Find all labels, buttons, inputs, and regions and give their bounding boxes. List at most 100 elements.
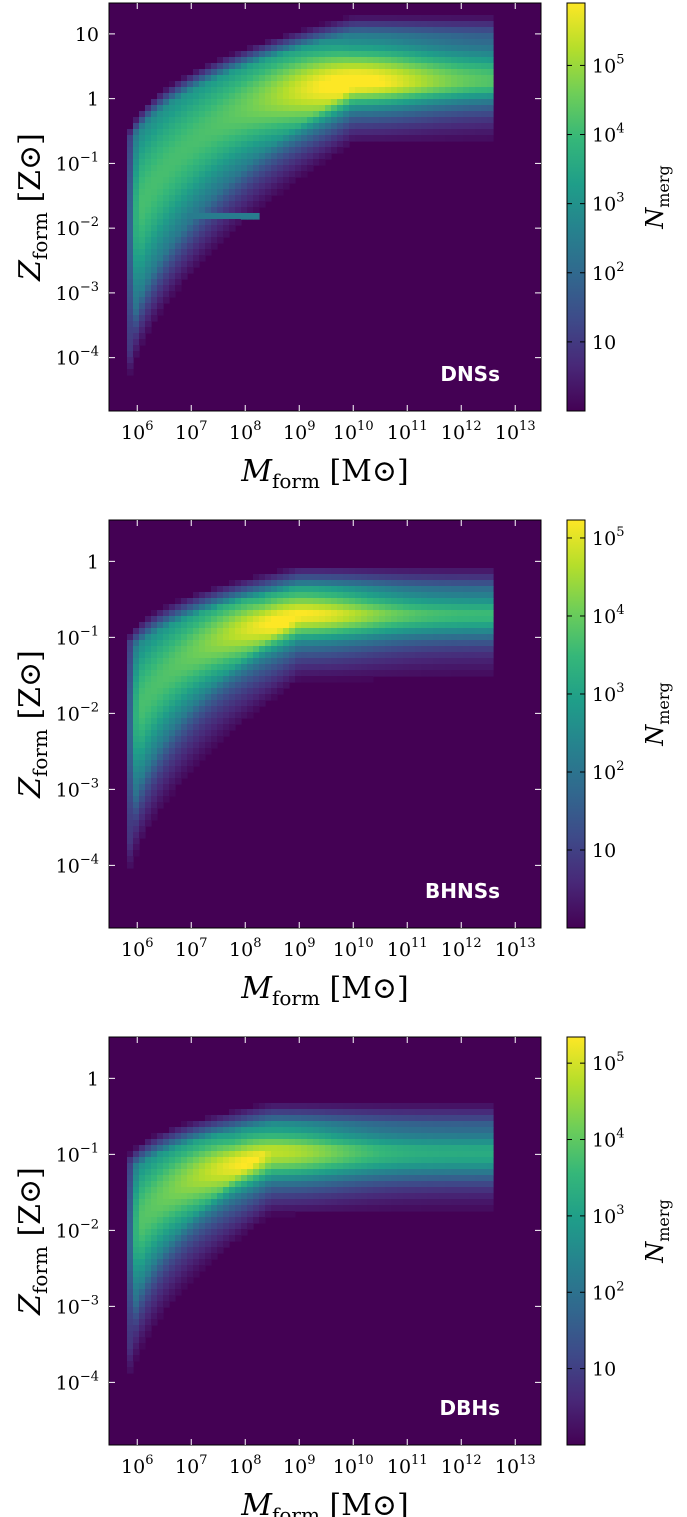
heatmap-cell [151, 1199, 158, 1206]
heatmap-cell [391, 39, 398, 46]
heatmap-cell [487, 1175, 494, 1182]
heatmap-cell [271, 75, 278, 82]
heatmap-cell [385, 1121, 392, 1128]
heatmap-cell [427, 568, 434, 575]
heatmap-cell [397, 640, 404, 647]
heatmap-cell [349, 610, 356, 617]
heatmap-cell [445, 580, 452, 587]
heatmap-cell [427, 99, 434, 106]
heatmap-cell [193, 760, 200, 767]
heatmap-cell [211, 69, 218, 76]
heatmap-cell [289, 177, 296, 184]
heatmap-cell [403, 1115, 410, 1122]
heatmap-cell [283, 652, 290, 659]
heatmap-cell [181, 189, 188, 196]
heatmap-cell [229, 616, 236, 623]
heatmap-cell [307, 658, 314, 665]
heatmap-cell [457, 135, 464, 142]
heatmap-cell [199, 742, 206, 749]
heatmap-cell [205, 1181, 212, 1188]
heatmap-cell [451, 1157, 458, 1164]
heatmap-cell [289, 670, 296, 677]
heatmap-cell [253, 195, 260, 202]
heatmap-cell [445, 586, 452, 593]
heatmap-cell [217, 237, 224, 244]
heatmap-cell [301, 159, 308, 166]
heatmap-cell [397, 634, 404, 641]
heatmap-cell [259, 1175, 266, 1182]
heatmap-cell [421, 117, 428, 124]
heatmap-cell [289, 1139, 296, 1146]
heatmap-cell [205, 147, 212, 154]
heatmap-cell [145, 1157, 152, 1164]
heatmap-cell [211, 640, 218, 647]
heatmap-cell [385, 1151, 392, 1158]
heatmap-cell [487, 39, 494, 46]
heatmap-cell [397, 105, 404, 112]
heatmap-cell [367, 646, 374, 653]
heatmap-cell [217, 622, 224, 629]
heatmap-cell [319, 634, 326, 641]
heatmap-cell [295, 592, 302, 599]
heatmap-cell [139, 1211, 146, 1218]
heatmap-cell [139, 279, 146, 286]
heatmap-cell [427, 1187, 434, 1194]
heatmap-cell [313, 1175, 320, 1182]
heatmap-cell [127, 730, 134, 737]
heatmap-cell [343, 1139, 350, 1146]
heatmap-cell [481, 1193, 488, 1200]
heatmap-cell [325, 616, 332, 623]
heatmap-cell [385, 135, 392, 142]
heatmap-cell [175, 177, 182, 184]
heatmap-cell [361, 1193, 368, 1200]
heatmap-cell [241, 706, 248, 713]
heatmap-cell [283, 682, 290, 689]
heatmap-cell [211, 718, 218, 725]
colorbar-tick-label: 102 [592, 260, 624, 285]
heatmap-cell [241, 586, 248, 593]
heatmap-cell [199, 754, 206, 761]
heatmap-cell [187, 742, 194, 749]
heatmap-cell [421, 1199, 428, 1206]
heatmap-cell [181, 1145, 188, 1152]
heatmap-cell [169, 159, 176, 166]
heatmap-cell [373, 1199, 380, 1206]
heatmap-cell [457, 1205, 464, 1212]
heatmap-cell [385, 123, 392, 130]
heatmap-cell [439, 75, 446, 82]
heatmap-cell [289, 1205, 296, 1212]
heatmap-cell [397, 1181, 404, 1188]
heatmap-cell [487, 640, 494, 647]
heatmap-cell [253, 604, 260, 611]
heatmap-cell [199, 1223, 206, 1230]
heatmap-cell [457, 63, 464, 70]
heatmap-cell [169, 1241, 176, 1248]
heatmap-cell [199, 1187, 206, 1194]
heatmap-cell [181, 87, 188, 94]
heatmap-cell [127, 153, 134, 160]
heatmap-cell [199, 159, 206, 166]
heatmap-cell [217, 1187, 224, 1194]
heatmap-cell [409, 652, 416, 659]
heatmap-cell [163, 760, 170, 767]
heatmap-cell [193, 1157, 200, 1164]
heatmap-cell [421, 57, 428, 64]
heatmap-cell [247, 598, 254, 605]
heatmap-cell [409, 1133, 416, 1140]
heatmap-cell [355, 658, 362, 665]
heatmap-cell [199, 219, 206, 226]
x-axis: 106 107 108 109 1010 1011 1012 1013 [121, 3, 536, 444]
heatmap-cell [457, 1175, 464, 1182]
heatmap-cell [241, 640, 248, 647]
heatmap-cell [481, 568, 488, 575]
heatmap-cell [319, 51, 326, 58]
heatmap-cell [223, 1199, 230, 1206]
heatmap-cell [229, 63, 236, 70]
heatmap-cell [139, 1337, 146, 1344]
heatmap-cell [217, 1139, 224, 1146]
heatmap-cell [265, 1169, 272, 1176]
heatmap-cell [271, 69, 278, 76]
heatmap-cell [223, 682, 230, 689]
heatmap-cell [403, 69, 410, 76]
heatmap-cell [169, 201, 176, 208]
